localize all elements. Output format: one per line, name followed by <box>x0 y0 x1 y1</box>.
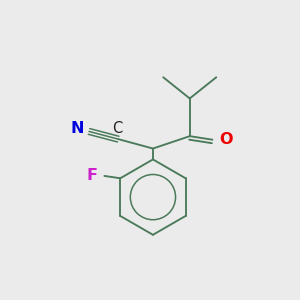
Text: O: O <box>219 132 233 147</box>
Text: N: N <box>71 121 84 136</box>
Text: F: F <box>87 168 98 183</box>
Text: C: C <box>112 121 123 136</box>
